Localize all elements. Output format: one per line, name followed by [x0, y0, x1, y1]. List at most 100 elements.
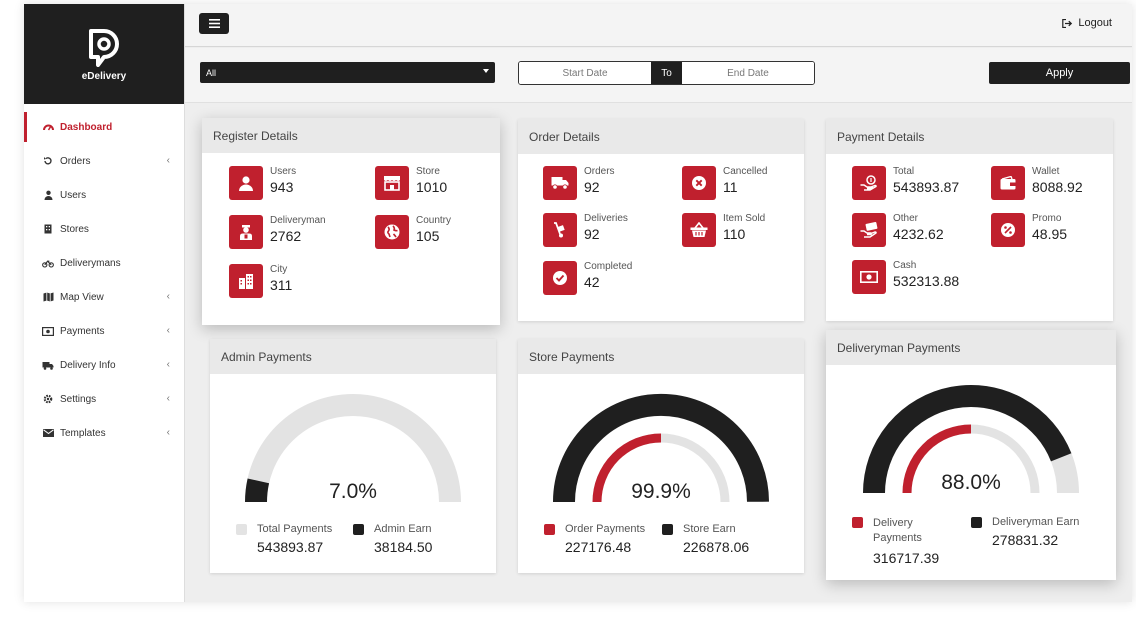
stat-completed: Completed 42 [543, 261, 632, 295]
legend-order-payments: Order Payments 227176.48 [544, 523, 645, 555]
logout-link[interactable]: Logout [1062, 17, 1112, 29]
sidebar-item-payments[interactable]: Payments ‹ [24, 314, 184, 348]
gear-icon [42, 393, 54, 405]
bicycle-icon [42, 257, 54, 269]
card-title: Register Details [202, 118, 500, 153]
wallet-icon [991, 166, 1025, 200]
legend-swatch [971, 516, 982, 528]
stat-value: 532313.88 [893, 273, 960, 289]
sidebar-item-orders[interactable]: Orders ‹ [24, 144, 184, 178]
stat-item-sold: Item Sold 110 [682, 213, 765, 247]
globe-icon [375, 215, 409, 249]
gauge-fill-deliveryman-earn [863, 385, 1072, 494]
sidebar-item-templates[interactable]: Templates ‹ [24, 416, 184, 450]
legend-admin-earn: Admin Earn 38184.50 [353, 523, 432, 555]
stat-label: Promo [1032, 213, 1062, 224]
card-title: Order Details [518, 119, 804, 154]
deliveryman-payments-card: Deliveryman Payments 88.0% Delivery Paym… [826, 330, 1116, 580]
stat-label: Total [893, 166, 915, 177]
city-icon [229, 264, 263, 298]
sidebar-item-dashboard[interactable]: Dashboard [24, 110, 184, 144]
legend-delivery-payments: Delivery Payments 316717.39 [852, 516, 962, 566]
stat-label: Country [416, 215, 452, 226]
legend-value: 227176.48 [565, 539, 632, 555]
filter-bar: All To Apply [185, 48, 1132, 103]
admin-payments-card: Admin Payments 7.0% Total Payments 54389… [210, 339, 496, 573]
brand[interactable]: eDelivery [24, 4, 184, 104]
card-title: Store Payments [518, 339, 804, 374]
store-icon [375, 166, 409, 200]
stat-value: 92 [584, 179, 600, 195]
user-icon [229, 166, 263, 200]
stat-value: 2762 [270, 228, 302, 244]
cash-hand-icon [852, 166, 886, 200]
start-date-input[interactable] [519, 62, 651, 84]
legend-label: Delivery Payments [873, 517, 922, 544]
card-title: Payment Details [826, 119, 1113, 154]
to-label: To [651, 62, 682, 84]
sidebar-item-label: Payments [60, 325, 105, 337]
stat-label: Completed [584, 261, 633, 272]
date-range: To [518, 61, 815, 85]
stat-label: Other [893, 213, 919, 224]
store-payments-gauge [553, 393, 769, 503]
stat-label: Orders [584, 166, 615, 177]
legend-label: Total Payments [257, 523, 333, 535]
card-hand-icon [852, 213, 886, 247]
gauge-percent: 99.9% [631, 480, 691, 503]
stat-promo: Promo 48.95 [991, 213, 1067, 247]
sidebar-item-deliverymans[interactable]: Deliverymans [24, 246, 184, 280]
stat-total: Total 543893.87 [852, 166, 959, 200]
sidebar-item-settings[interactable]: Settings ‹ [24, 382, 184, 416]
sidebar-item-label: Dashboard [60, 121, 113, 133]
stat-label: Item Sold [723, 213, 766, 224]
end-date-input[interactable] [682, 62, 814, 84]
app-window: eDelivery Dashboard Orders ‹ Users [24, 4, 1132, 602]
gauge-fill-admin-earn [245, 478, 270, 503]
sidebar-item-label: Deliverymans [60, 257, 121, 269]
topbar: Logout [185, 4, 1132, 47]
legend-swatch [544, 523, 555, 535]
basket-icon [682, 213, 716, 247]
sidebar-item-map-view[interactable]: Map View ‹ [24, 280, 184, 314]
stat-deliveries: Deliveries 92 [543, 213, 628, 247]
stat-cash: Cash 532313.88 [852, 260, 959, 294]
filter-select[interactable]: All [200, 62, 495, 83]
chevron-left-icon: ‹ [166, 359, 170, 370]
building-icon [42, 223, 54, 235]
apply-button[interactable]: Apply [989, 62, 1130, 84]
legend-value: 278831.32 [992, 532, 1059, 548]
sidebar-item-stores[interactable]: Stores [24, 212, 184, 246]
gauge-fill-order-payments [592, 433, 662, 503]
sidebar-item-label: Settings [60, 393, 97, 405]
order-details-card: Order Details Orders 92 Cancelled 11 [518, 119, 804, 321]
chevron-left-icon: ‹ [166, 393, 170, 404]
percent-icon [991, 213, 1025, 247]
stat-label: Wallet [1032, 166, 1060, 177]
hamburger-icon [208, 19, 220, 28]
filter-select-value: All [206, 67, 217, 78]
stat-value: 92 [584, 226, 600, 242]
sidebar-item-users[interactable]: Users [24, 178, 184, 212]
legend-swatch [353, 523, 364, 535]
stat-city: City 311 [229, 264, 292, 298]
stat-value: 1010 [416, 179, 448, 195]
user-icon [42, 189, 54, 201]
sidebar-nav: Dashboard Orders ‹ Users Stores [24, 104, 184, 450]
sidebar-item-label: Stores [60, 223, 89, 235]
banknote-icon [852, 260, 886, 294]
legend-store-earn: Store Earn 226878.06 [662, 523, 749, 555]
sign-out-icon [1062, 18, 1073, 28]
sidebar-item-delivery-info[interactable]: Delivery Info ‹ [24, 348, 184, 382]
chevron-left-icon: ‹ [166, 291, 170, 302]
gauge-percent: 7.0% [329, 480, 377, 503]
legend-label: Admin Earn [374, 523, 432, 535]
menu-toggle-button[interactable] [199, 13, 229, 34]
stat-value: 11 [723, 179, 738, 195]
card-title: Admin Payments [210, 339, 496, 374]
stat-cancelled: Cancelled 11 [682, 166, 767, 200]
gauge-track [245, 394, 461, 503]
chevron-left-icon: ‹ [166, 325, 170, 336]
store-payments-card: Store Payments 99.9% Order Payments 2271… [518, 339, 804, 573]
stat-country: Country 105 [375, 215, 451, 249]
